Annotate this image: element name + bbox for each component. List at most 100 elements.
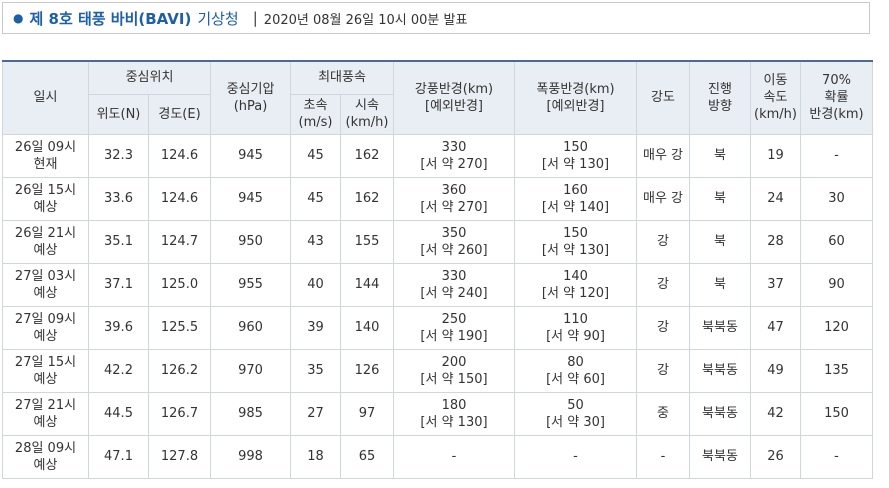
table-cell: 124.7 <box>148 219 211 264</box>
header-cell: 일시 <box>2 60 89 135</box>
table-cell: 42.2 <box>88 348 149 393</box>
table-cell: 162 <box>340 176 394 221</box>
bullet: ● <box>13 11 24 25</box>
header-cell: 경도(E) <box>148 93 211 135</box>
table-cell: 중 <box>636 391 690 436</box>
table-cell: 162 <box>340 133 394 178</box>
table-cell: 26일 09시 현재 <box>2 133 89 178</box>
table-cell: 45 <box>290 176 341 221</box>
table-cell: 150 [서 약 130] <box>514 133 637 178</box>
table-cell: 37 <box>750 262 801 307</box>
table-cell: 50 [서 약 30] <box>514 391 637 436</box>
table-cell: 955 <box>210 262 291 307</box>
table-cell: 40 <box>290 262 341 307</box>
table-cell: 북 <box>689 219 751 264</box>
table-cell: 49 <box>750 348 801 393</box>
table-cell: 110 [서 약 90] <box>514 305 637 350</box>
header-cell: 강풍반경(km) [예외반경] <box>393 60 515 135</box>
table-row: 27일 09시 예상 39.6 125.5 960 39 140 250 [서 약 190]… <box>2 305 873 350</box>
table-cell: 47 <box>750 305 801 350</box>
table-cell: 126.7 <box>148 391 211 436</box>
table-cell: 44.5 <box>88 391 149 436</box>
table-cell: 26일 15시 예상 <box>2 176 89 221</box>
header-cell: 중심위치 <box>88 60 211 95</box>
table-cell: 140 [서 약 120] <box>514 262 637 307</box>
table-cell: 북 <box>689 176 751 221</box>
table-cell: 155 <box>340 219 394 264</box>
table-cell: 19 <box>750 133 801 178</box>
table-cell: 27일 21시 예상 <box>2 391 89 436</box>
table-cell: 125.5 <box>148 305 211 350</box>
table-row: 27일 21시 예상 44.5 126.7 985 27 97 180 [서 약 130] 5… <box>2 391 873 436</box>
table-cell: 350 [서 약 260] <box>393 219 515 264</box>
header-cell: 이동 속도 (km/h) <box>750 60 801 135</box>
header-cell: 중심기압 (hPa) <box>210 60 291 135</box>
header-row: 위도(N) 경도(E) 초속 (m/s) 시속 (km/h) <box>3 93 873 135</box>
header-cell: 진행 방향 <box>689 60 751 135</box>
table-cell: 북북동 <box>689 305 751 350</box>
table-cell: 150 [서 약 130] <box>514 219 637 264</box>
typhoon-table: 일시 중심위치 중심기압 (hPa) 최대풍속 강풍반경(km) [예외반경] … <box>2 60 873 479</box>
table-cell: 42 <box>750 391 801 436</box>
table-row: 28일 09시 예상 47.1 127.8 998 18 65- - - 북북동 26- <box>2 434 873 479</box>
table-cell: - <box>393 434 515 479</box>
table-cell: 43 <box>290 219 341 264</box>
title-bar: ● 제 8호 태풍 바비(BAVI) 기상청 | 2020년 08월 26일 1… <box>2 2 870 34</box>
table-cell: 24 <box>750 176 801 221</box>
table-cell: 북북동 <box>689 391 751 436</box>
table-cell: 45 <box>290 133 341 178</box>
table-cell: 매우 강 <box>636 133 690 178</box>
table-cell: 북 <box>689 133 751 178</box>
header-cell: 시속 (km/h) <box>340 93 394 135</box>
table-cell: 160 [서 약 140] <box>514 176 637 221</box>
table-cell: 37.1 <box>88 262 149 307</box>
table-cell: 97 <box>340 391 394 436</box>
table-cell: 90 <box>800 262 873 307</box>
table-body: 26일 09시 현재 32.3 124.6 945 45 162 330 [서 약 270]… <box>2 133 873 479</box>
table-cell: 강 <box>636 262 690 307</box>
table-cell: 80 [서 약 60] <box>514 348 637 393</box>
table-cell: 180 [서 약 130] <box>393 391 515 436</box>
table-cell: 200 [서 약 150] <box>393 348 515 393</box>
table-cell: 124.6 <box>148 133 211 178</box>
table-cell: 135 <box>800 348 873 393</box>
table-cell: 950 <box>210 219 291 264</box>
table-cell: 강 <box>636 305 690 350</box>
table-cell: 960 <box>210 305 291 350</box>
table-cell: 강 <box>636 219 690 264</box>
table-cell: 144 <box>340 262 394 307</box>
table-cell: 26일 21시 예상 <box>2 219 89 264</box>
table-cell: 39.6 <box>88 305 149 350</box>
table-cell: 127.8 <box>148 434 211 479</box>
table-cell: 945 <box>210 133 291 178</box>
table-cell: 매우 강 <box>636 176 690 221</box>
table-cell: 150 <box>800 391 873 436</box>
table-cell: - <box>800 133 873 178</box>
table-head: 일시 중심위치 중심기압 (hPa) 최대풍속 강풍반경(km) [예외반경] … <box>2 60 873 135</box>
table-cell: 65 <box>340 434 394 479</box>
table-cell: 18 <box>290 434 341 479</box>
separator: | <box>252 9 258 27</box>
header-cell: 70% 확률 반경(km) <box>800 60 873 135</box>
table-cell: 35 <box>290 348 341 393</box>
table-cell: 35.1 <box>88 219 149 264</box>
source: 기상청 <box>197 9 239 28</box>
table-cell: 126.2 <box>148 348 211 393</box>
table-cell: 330 [서 약 270] <box>393 133 515 178</box>
table-cell: 998 <box>210 434 291 479</box>
table-cell: 39 <box>290 305 341 350</box>
table-cell: 28 <box>750 219 801 264</box>
issued: 2020년 08월 26일 10시 00분 발표 <box>263 12 468 28</box>
table-cell: 120 <box>800 305 873 350</box>
header-cell: 초속 (m/s) <box>290 93 341 135</box>
table-cell: 124.6 <box>148 176 211 221</box>
table-cell: 970 <box>210 348 291 393</box>
table-row: 26일 09시 현재 32.3 124.6 945 45 162 330 [서 약 270]… <box>2 133 873 178</box>
table-cell: 250 [서 약 190] <box>393 305 515 350</box>
title: 제 8호 태풍 바비(BAVI) <box>29 9 192 28</box>
table-cell: 27일 03시 예상 <box>2 262 89 307</box>
header-cell: 위도(N) <box>88 93 149 135</box>
header-cell: 최대풍속 <box>290 60 394 95</box>
